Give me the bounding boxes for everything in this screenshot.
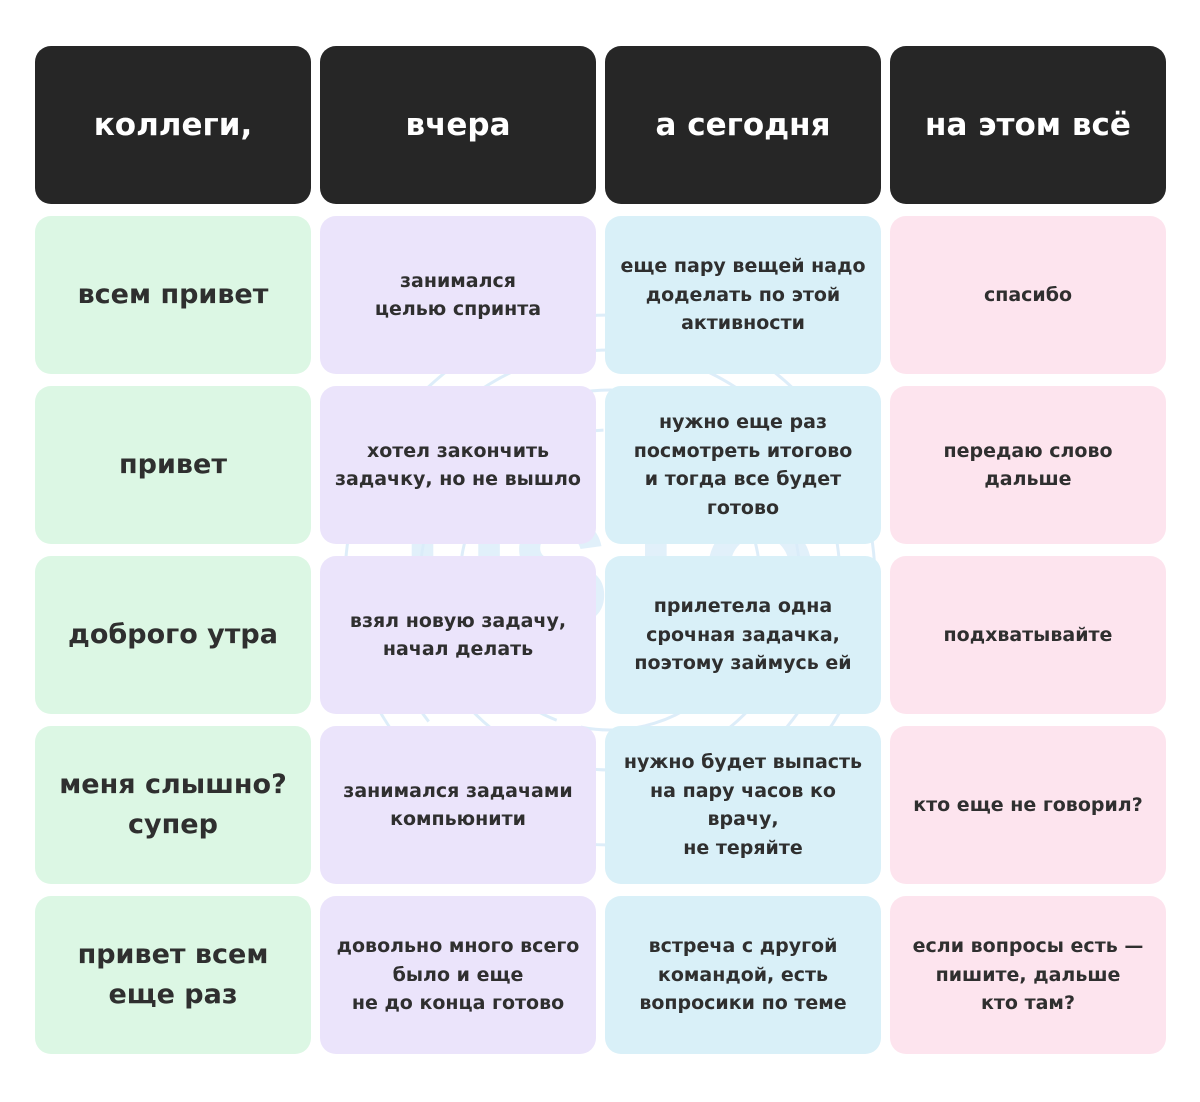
cell-text: занимался целью спринта <box>374 269 542 321</box>
closing-cell: передаю слово дальше <box>890 386 1166 544</box>
cell-text: доброго утра <box>68 618 278 650</box>
cell-text: если вопросы есть — пишите, дальше кто т… <box>912 935 1144 1015</box>
yesterday-cell: занимался целью спринта <box>320 216 596 374</box>
yesterday-cell: хотел закончить задачку, но не вышло <box>320 386 596 544</box>
cell-text: еще пару вещей надо доделать по этой акт… <box>620 255 866 335</box>
cell-text: хотел закончить задачку, но не вышло <box>335 439 581 491</box>
cell-text: всем привет <box>77 278 269 310</box>
today-cell: прилетела одна срочная задачка, поэтому … <box>605 556 881 714</box>
greeting-cell: привет <box>35 386 311 544</box>
header-cell-today: а сегодня <box>605 46 881 204</box>
cell-text: спасибо <box>983 283 1073 306</box>
header-label: а сегодня <box>655 107 831 143</box>
header-cell-thats-all: на этом всё <box>890 46 1166 204</box>
closing-cell: спасибо <box>890 216 1166 374</box>
greeting-cell: всем привет <box>35 216 311 374</box>
cell-text: кто еще не говорил? <box>913 793 1143 816</box>
cell-text: подхватывайте <box>943 623 1113 646</box>
header-label: коллеги, <box>93 107 253 143</box>
header-label: вчера <box>405 107 511 143</box>
closing-cell: кто еще не говорил? <box>890 726 1166 884</box>
cell-text: нужно будет выпасть на пару часов ко вра… <box>623 751 863 859</box>
today-cell: еще пару вещей надо доделать по этой акт… <box>605 216 881 374</box>
cell-text: привет <box>119 448 227 480</box>
yesterday-cell: занимался задачами компьюнити <box>320 726 596 884</box>
today-cell: нужно еще раз посмотреть итогово и тогда… <box>605 386 881 544</box>
closing-cell: подхватывайте <box>890 556 1166 714</box>
closing-cell: если вопросы есть — пишите, дальше кто т… <box>890 896 1166 1054</box>
cell-text: занимался задачами компьюнити <box>343 779 573 831</box>
phrase-table: коллеги, вчера а сегодня на этом всё все… <box>35 46 1166 1054</box>
cell-text: передаю слово дальше <box>943 439 1113 491</box>
today-cell: нужно будет выпасть на пару часов ко вра… <box>605 726 881 884</box>
yesterday-cell: довольно много всего было и еще не до ко… <box>320 896 596 1054</box>
cell-text: прилетела одна срочная задачка, поэтому … <box>634 595 852 675</box>
header-cell-yesterday: вчера <box>320 46 596 204</box>
cell-text: меня слышно? супер <box>59 768 287 841</box>
cell-text: встреча с другой командой, есть вопросик… <box>639 935 847 1015</box>
greeting-cell: доброго утра <box>35 556 311 714</box>
greeting-cell: привет всем еще раз <box>35 896 311 1054</box>
yesterday-cell: взял новую задачу, начал делать <box>320 556 596 714</box>
greeting-cell: меня слышно? супер <box>35 726 311 884</box>
header-label: на этом всё <box>925 107 1131 143</box>
header-cell-colleagues: коллеги, <box>35 46 311 204</box>
cell-text: привет всем еще раз <box>77 938 269 1011</box>
cell-text: нужно еще раз посмотреть итогово и тогда… <box>633 411 853 519</box>
cell-text: довольно много всего было и еще не до ко… <box>336 935 580 1015</box>
today-cell: встреча с другой командой, есть вопросик… <box>605 896 881 1054</box>
cell-text: взял новую задачу, начал делать <box>349 609 567 661</box>
